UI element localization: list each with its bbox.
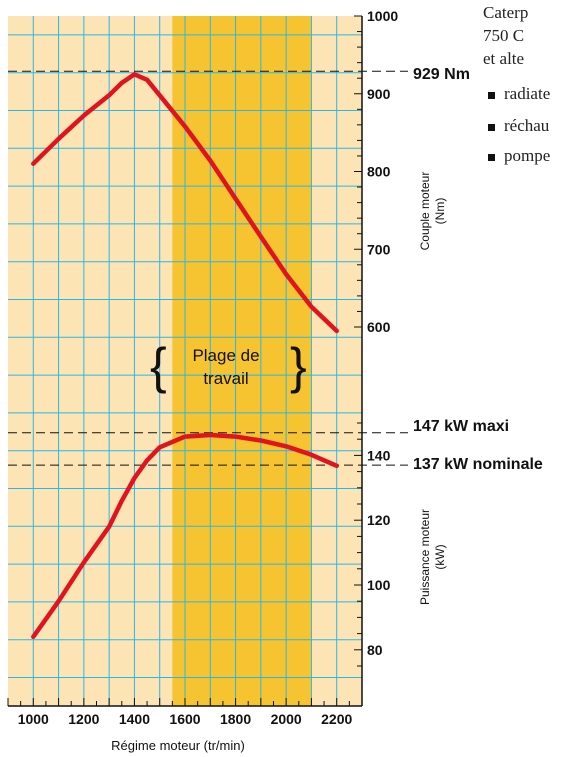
side-text-bullet-2: réchau xyxy=(504,116,550,135)
working-range-label: { } Plage de travail xyxy=(150,338,307,394)
torque-tick-label: 600 xyxy=(367,319,391,335)
torque-tick-label: 900 xyxy=(367,86,391,102)
working-range-label-line1: Plage de xyxy=(192,346,259,365)
power-axis-title-line2: (kW) xyxy=(433,544,447,569)
torque-tick-label: 1000 xyxy=(367,8,398,24)
power-max-label: 147 kW maxi xyxy=(413,418,509,435)
x-tick-label: 2200 xyxy=(321,711,352,727)
power-axis-title: Puissance moteur (kW) xyxy=(418,509,447,605)
bullet-marker xyxy=(488,154,495,161)
bullet-marker xyxy=(488,124,495,131)
axis-ticks xyxy=(7,15,363,706)
grid-lines xyxy=(8,16,362,706)
power-curve xyxy=(31,432,339,640)
axis-labels: 1000 1200 1400 1600 1800 2000 2200 600 700 800 900… xyxy=(18,8,399,727)
side-text-line-2: 750 C xyxy=(483,26,525,45)
power-nominal-label: 137 kW nominale xyxy=(413,456,543,473)
bullet-marker xyxy=(488,92,495,99)
torque-reference-label: 929 Nm xyxy=(413,66,470,83)
torque-axis-title-line1: Couple moteur xyxy=(418,172,432,251)
power-tick-label: 140 xyxy=(367,447,391,463)
working-range-band xyxy=(172,16,312,706)
side-text-bullet-1: radiate xyxy=(504,84,551,103)
power-tick-label: 80 xyxy=(367,642,383,658)
side-text-line-3: et alte xyxy=(483,49,525,68)
data-curves xyxy=(31,72,339,640)
x-tick-label: 1200 xyxy=(68,711,99,727)
power-tick-label: 100 xyxy=(367,577,391,593)
x-tick-label: 2000 xyxy=(271,711,302,727)
power-tick-label: 120 xyxy=(367,512,391,528)
power-axis-title-line1: Puissance moteur xyxy=(418,509,432,605)
torque-axis-title-line2: (Nm) xyxy=(433,198,447,225)
x-tick-label: 1600 xyxy=(169,711,200,727)
torque-tick-label: 700 xyxy=(367,241,391,257)
side-text-line-1: Caterp xyxy=(483,3,529,22)
right-brace: } xyxy=(290,338,307,394)
x-tick-label: 1800 xyxy=(220,711,251,727)
torque-axis-title: Couple moteur (Nm) xyxy=(418,172,447,251)
side-text-bullet-3: pompe xyxy=(504,146,551,165)
x-tick-label: 1400 xyxy=(119,711,150,727)
torque-curve xyxy=(31,72,339,334)
left-brace: { xyxy=(150,338,167,394)
reference-lines xyxy=(8,70,408,466)
x-tick-label: 1000 xyxy=(18,711,49,727)
working-range-label-line2: travail xyxy=(203,369,248,388)
torque-tick-label: 800 xyxy=(367,164,391,180)
x-axis-title: Régime moteur (tr/min) xyxy=(111,738,245,753)
